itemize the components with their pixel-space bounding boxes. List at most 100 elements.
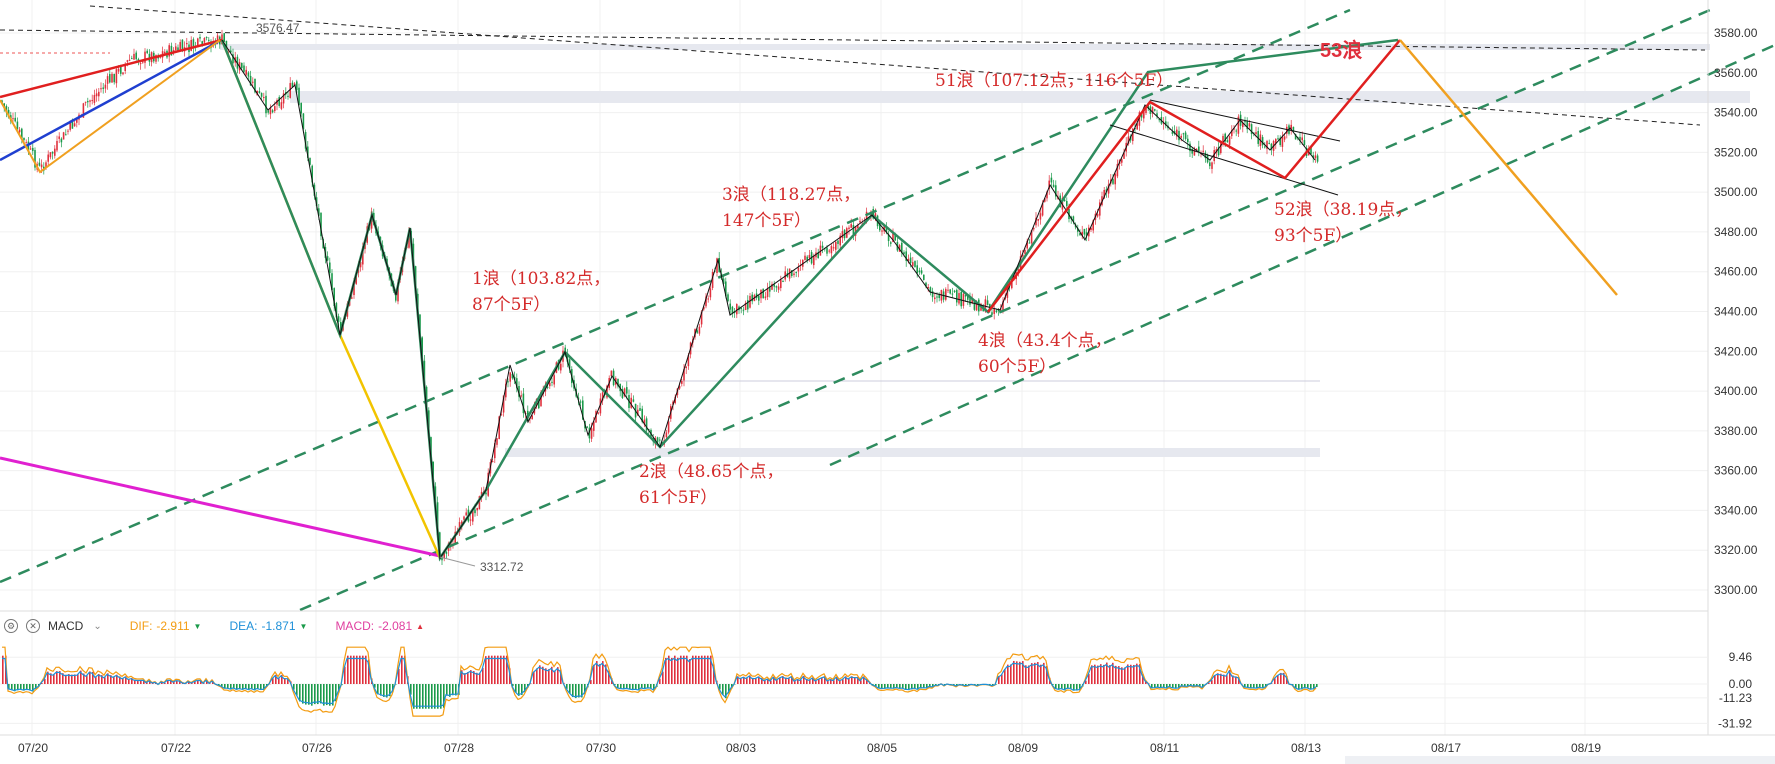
candle-body: [551, 381, 553, 383]
macd-bar: [515, 684, 517, 693]
candle-body: [267, 110, 269, 113]
macd-bar: [1316, 684, 1318, 688]
candle-body: [1116, 163, 1119, 177]
candle-body: [986, 300, 989, 306]
candle-body: [1180, 135, 1182, 138]
candle-body: [806, 256, 808, 261]
settings-icon[interactable]: ⚙: [4, 619, 18, 633]
macd-bar: [1196, 684, 1198, 687]
candle-body: [469, 519, 472, 521]
candle-body: [520, 395, 522, 397]
candle-body: [949, 289, 951, 294]
candle-body: [25, 142, 27, 144]
candle-body: [1048, 180, 1050, 189]
candle-body: [960, 291, 962, 307]
candle-body: [1127, 136, 1130, 145]
candle-body: [566, 353, 569, 362]
price-tick-label: 3320.00: [1714, 543, 1758, 557]
candle-body: [1041, 203, 1044, 216]
macd-bar: [764, 680, 766, 684]
candle-body: [1037, 219, 1039, 221]
candle-body: [1213, 150, 1215, 162]
candle-body: [797, 267, 800, 272]
candle-body: [1281, 136, 1284, 147]
bottom-scrollbar[interactable]: [1345, 756, 1775, 764]
macd-bar: [353, 655, 355, 684]
macd-bar: [104, 677, 106, 684]
wave4-annotation-line2: 60个5F）: [978, 357, 1056, 377]
candle-body: [12, 118, 14, 120]
macd-bar: [650, 684, 652, 689]
macd-tick-label: 9.46: [1729, 650, 1753, 664]
candle-body: [1268, 142, 1270, 144]
date-tick-label: 08/09: [1008, 741, 1038, 755]
chevron-down-icon[interactable]: ⌄: [93, 620, 102, 632]
macd-bar: [647, 684, 649, 689]
candle-body: [56, 140, 58, 151]
macd-bar: [1313, 684, 1315, 690]
candle-body: [991, 312, 993, 315]
candle-body: [885, 227, 888, 233]
macd-bar: [683, 655, 685, 684]
candle-body: [687, 355, 690, 367]
macd-bar: [305, 684, 307, 705]
macd-bar: [866, 678, 868, 684]
candle-body: [850, 224, 852, 228]
candle-body: [98, 91, 100, 97]
indicator-name[interactable]: MACD ⌄: [48, 619, 102, 633]
candle-body: [144, 51, 146, 63]
candle-body: [1165, 121, 1167, 126]
candle-body: [766, 288, 769, 297]
macd-bar: [1178, 684, 1180, 689]
candle-body: [830, 246, 833, 254]
candle-body: [1204, 152, 1207, 159]
date-tick-label: 08/05: [867, 741, 897, 755]
candle-body: [1030, 230, 1033, 244]
candle-body: [269, 107, 272, 115]
candle-body: [1046, 191, 1048, 199]
candle-body: [111, 73, 113, 83]
candle-body: [1002, 301, 1004, 311]
candle-body: [298, 87, 300, 105]
macd-bar: [902, 684, 904, 689]
close-icon[interactable]: ✕: [26, 619, 40, 633]
candle-body: [1105, 189, 1108, 192]
macd-bar: [1223, 674, 1225, 684]
candle-body: [1081, 231, 1083, 237]
macd-bar: [260, 684, 262, 691]
candle-body: [100, 88, 102, 90]
candle-body: [1283, 136, 1286, 140]
candle-body: [872, 209, 874, 219]
candle-body: [1083, 228, 1086, 235]
macd-bar: [356, 655, 358, 684]
candle-body: [315, 197, 318, 207]
macd-bar: [1271, 683, 1273, 684]
candle-body: [674, 396, 676, 404]
dea-label: DEA:: [229, 619, 258, 633]
macd-bar: [332, 684, 334, 706]
macd-bar: [590, 679, 592, 684]
candle-body: [1182, 133, 1185, 135]
macd-bar: [1103, 664, 1105, 684]
candle-body: [201, 41, 203, 45]
macd-bar: [179, 680, 181, 684]
candle-body: [1090, 227, 1092, 230]
candle-body: [984, 299, 987, 312]
macd-bar: [1115, 665, 1117, 684]
magenta-trendline: [0, 456, 441, 558]
candle-body: [197, 38, 199, 46]
macd-bar: [1037, 662, 1039, 684]
candle-body: [300, 102, 302, 114]
candle-body: [170, 45, 173, 56]
candle-body: [1079, 233, 1081, 236]
candle-body: [1143, 110, 1145, 119]
candle-body: [1184, 132, 1187, 139]
macd-bar: [776, 679, 778, 684]
wave53-annotation: 53浪: [1320, 38, 1362, 62]
macd-bar: [1121, 667, 1123, 684]
macd-bar: [50, 673, 52, 684]
macd-bar: [107, 673, 109, 684]
macd-bar: [659, 678, 661, 684]
candle-body: [326, 256, 329, 261]
